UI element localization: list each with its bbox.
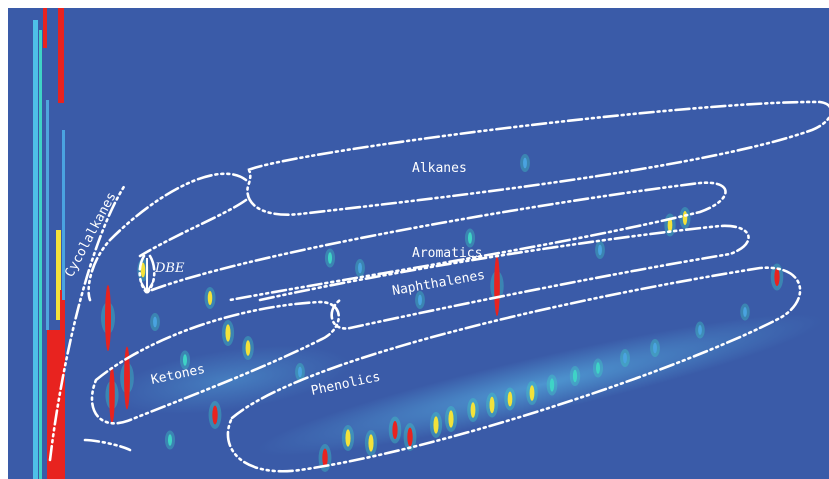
peak xyxy=(182,354,188,366)
peak xyxy=(682,211,688,225)
peak xyxy=(467,232,473,244)
label-alkanes: Alkanes xyxy=(412,161,467,176)
peak xyxy=(327,252,333,264)
peak xyxy=(207,291,213,305)
peak xyxy=(245,340,251,356)
phenolic-smear xyxy=(257,314,823,456)
label-aromatics: Aromatics xyxy=(412,246,482,261)
peak xyxy=(105,285,111,351)
ketones-zone-outline xyxy=(90,300,340,425)
streak-cyan-2 xyxy=(39,30,42,479)
peak xyxy=(298,366,302,378)
peak xyxy=(153,316,157,328)
streak-blue-1 xyxy=(46,100,49,330)
peak xyxy=(653,342,657,354)
alkanes-left-lobe-outline xyxy=(87,172,248,302)
peak xyxy=(494,256,500,316)
peak xyxy=(140,262,146,278)
peak xyxy=(167,434,173,446)
peak xyxy=(212,405,218,425)
peak xyxy=(109,366,115,424)
peak xyxy=(507,391,513,407)
peak xyxy=(448,410,454,428)
peak xyxy=(418,294,422,306)
streak-yellow-1 xyxy=(56,230,61,320)
streak-red-2 xyxy=(58,8,64,103)
cycolalkanes-zone-outline xyxy=(48,183,132,462)
naphthalenes-zone-outline xyxy=(258,224,750,330)
peak xyxy=(572,369,578,383)
peak xyxy=(470,402,476,418)
peak xyxy=(368,434,374,452)
peak xyxy=(407,427,413,447)
peak xyxy=(598,244,602,256)
phenolics-zone-outline xyxy=(226,266,802,473)
peak xyxy=(322,448,328,468)
label-dbe: DBE xyxy=(154,261,185,276)
peak xyxy=(623,352,627,364)
dbe-bracket xyxy=(138,254,156,294)
peak xyxy=(595,362,601,374)
peak xyxy=(529,385,535,401)
streak-cyan-3 xyxy=(62,130,65,300)
peak xyxy=(225,324,231,342)
streak-red-1 xyxy=(43,8,47,48)
peak xyxy=(549,378,555,392)
peak xyxy=(392,421,398,439)
peak xyxy=(743,307,747,317)
alkanes-zone-outline xyxy=(246,100,829,216)
left-gutter xyxy=(0,0,8,479)
peak xyxy=(489,396,495,414)
peak xyxy=(358,262,362,274)
peak xyxy=(433,416,439,434)
streak-cyan-1 xyxy=(33,20,38,479)
peak xyxy=(124,346,130,410)
aromatics-zone-outline xyxy=(150,181,727,302)
streak-red-3 xyxy=(47,330,61,479)
peak xyxy=(345,429,351,447)
peak xyxy=(698,325,702,335)
peak xyxy=(667,217,673,233)
top-gutter xyxy=(0,0,829,8)
peak xyxy=(523,157,527,169)
peak xyxy=(774,268,780,286)
